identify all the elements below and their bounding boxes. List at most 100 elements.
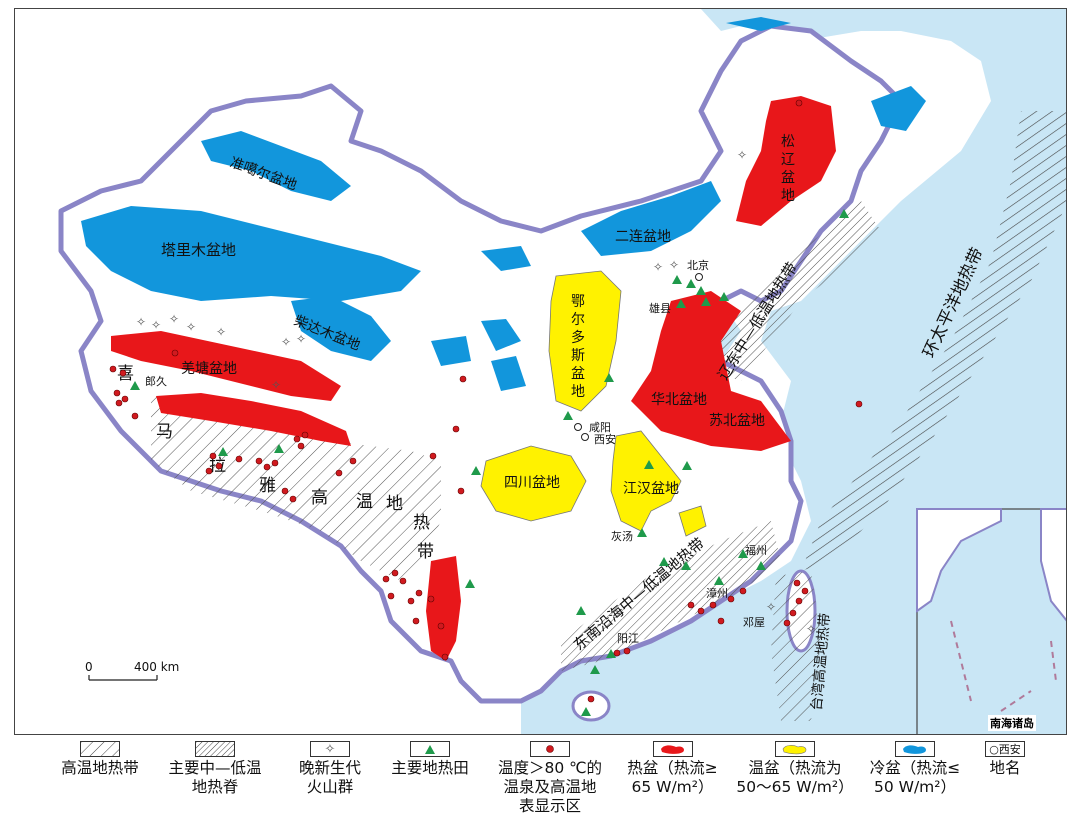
jianghan-basin xyxy=(610,430,682,532)
legend-item-mid-low-ridge: 主要中—低温 地热脊 xyxy=(155,737,275,797)
legend-item-geothermal-field: 主要地热田 xyxy=(380,737,480,778)
hot-spring-icon xyxy=(457,487,465,495)
hot-spring-icon xyxy=(215,462,223,470)
hot-spring-icon xyxy=(437,622,445,630)
geothermal-field-icon xyxy=(681,561,691,570)
geothermal-field-icon xyxy=(686,279,696,288)
inset-map xyxy=(916,508,1066,734)
label-songliao-4: 地 xyxy=(781,188,795,204)
geothermal-field-icon xyxy=(839,209,849,218)
label-jianghan: 江汉盆地 xyxy=(623,481,679,497)
label-sichuan: 四川盆地 xyxy=(504,475,560,491)
inset-land xyxy=(916,508,1002,613)
volcano-icon: ✧ xyxy=(281,335,291,349)
legend-text: 温度＞80 ℃的 温泉及高温地 表显示区 xyxy=(497,759,603,815)
liaodong-belt xyxy=(711,201,881,381)
geothermal-field-icon xyxy=(719,292,729,301)
label-him-8: 热 xyxy=(413,513,430,533)
hot-spring-icon xyxy=(587,695,595,703)
geothermal-fields xyxy=(130,209,849,716)
label-him-2: 马 xyxy=(156,422,173,442)
label-ordos-4: 斯 xyxy=(571,348,585,364)
warm-basin-small xyxy=(678,505,707,537)
geothermal-field-icon xyxy=(738,549,748,558)
geothermal-field-icon xyxy=(425,744,435,754)
legend-symbol-dot xyxy=(530,741,570,757)
geothermal-field-icon xyxy=(756,561,766,570)
volcano-groups: ✧ ✧ ✧ ✧ ✧ ✧ ✧ ✧ ✧ ✧ ✧ ✧ ✧ xyxy=(136,148,816,636)
geothermal-field-icon xyxy=(606,649,616,658)
hot-spring-icon xyxy=(717,617,725,625)
hot-spring-icon xyxy=(697,607,705,615)
geothermal-field-icon xyxy=(130,381,140,390)
southeast-belt xyxy=(561,521,781,671)
pacific-belt xyxy=(801,111,1066,571)
place-marker-xian xyxy=(581,433,589,441)
cold-basin-small-1 xyxy=(481,246,531,271)
hot-spring-icon xyxy=(293,435,301,443)
hot-spring-icon xyxy=(709,601,717,609)
hot-spring-icon xyxy=(281,487,289,495)
legend-symbol-place: ○ 西安 xyxy=(985,741,1025,757)
inset-boundary xyxy=(950,620,1057,712)
cold-basin-icon xyxy=(903,745,927,754)
hot-spring-icon xyxy=(407,597,415,605)
legend-item-cold-basin: 冷盆（热流≤ 50 W/m²） xyxy=(860,737,970,797)
label-himalaya-belt: 喜 马 拉 雅 高 温 地 热 带 xyxy=(117,364,434,562)
label-songliao: 松 辽 盆 地 xyxy=(781,134,795,204)
label-ordos-5: 盆 xyxy=(571,366,585,382)
volcano-icon: ✧ xyxy=(216,325,226,339)
legend-place-sample: 西安 xyxy=(998,742,1021,756)
hot-spring-icon xyxy=(739,587,747,595)
volcano-icon: ✧ xyxy=(806,622,816,636)
geothermal-field-icon xyxy=(274,444,284,453)
hot-spring-icon xyxy=(235,455,243,463)
volcano-icon: ✧ xyxy=(737,148,747,162)
hot-spring-icon xyxy=(789,609,797,617)
hot-spring-icon xyxy=(412,617,420,625)
legend-text: 冷盆（热流≤ 50 W/m²） xyxy=(869,759,961,796)
hot-spring-icon xyxy=(795,597,803,605)
legend-text: 温盆（热流为 50～65 W/m²） xyxy=(736,759,854,796)
volcano-icon: ✧ xyxy=(186,320,196,334)
legend-symbol-yellow-blob xyxy=(775,741,815,757)
place-zhangzhou: 漳州 xyxy=(706,586,728,600)
geothermal-field-icon xyxy=(465,579,475,588)
legend-item-volcano: ✧ 晚新生代 火山群 xyxy=(280,737,380,797)
label-songliao-1: 松 xyxy=(781,134,795,150)
legend-text: 高温地热带 xyxy=(61,759,139,777)
hot-spring-icon xyxy=(271,459,279,467)
volcano-icon: ✧ xyxy=(271,378,281,392)
hot-spring-icon xyxy=(349,457,357,465)
volcano-icon: ✧ xyxy=(669,258,679,272)
hot-spring-icon xyxy=(855,400,863,408)
geothermal-field-icon xyxy=(701,297,711,306)
legend-symbol-triangle xyxy=(410,741,450,757)
hot-spring-icon xyxy=(687,601,695,609)
place-marker-icon: ○ xyxy=(989,742,999,756)
hot-spring-icon xyxy=(382,575,390,583)
volcano-icon: ✧ xyxy=(169,312,179,326)
hot-spring-icon xyxy=(335,469,343,477)
legend-symbol-blue-blob xyxy=(895,741,935,757)
geothermal-field-icon xyxy=(218,447,228,456)
hot-spring-icon xyxy=(623,647,631,655)
legend-text: 主要地热田 xyxy=(391,759,469,777)
legend-item-high-temp-belt: 高温地热带 xyxy=(50,737,150,778)
legend-text: 地名 xyxy=(989,759,1021,777)
hot-spring-icon xyxy=(801,587,809,595)
hot-springs xyxy=(109,99,863,703)
place-dengwu: 邓屋 xyxy=(743,616,765,629)
volcano-icon: ✧ xyxy=(151,318,161,332)
geothermal-field-icon xyxy=(644,460,654,469)
geothermal-field-icon xyxy=(604,373,614,382)
hot-spring-icon xyxy=(399,577,407,585)
volcano-icon: ✧ xyxy=(324,741,336,757)
songliao-basin xyxy=(736,96,836,226)
legend-item-warm-basin: 温盆（热流为 50～65 W/m²） xyxy=(730,737,860,797)
hot-spring-icon xyxy=(391,569,399,577)
label-songliao-3: 盆 xyxy=(781,170,795,186)
hot-spring-icon xyxy=(205,467,213,475)
legend-item-hot-basin: 热盆（热流≥ 65 W/m²） xyxy=(615,737,730,797)
geothermal-field-icon xyxy=(581,707,591,716)
